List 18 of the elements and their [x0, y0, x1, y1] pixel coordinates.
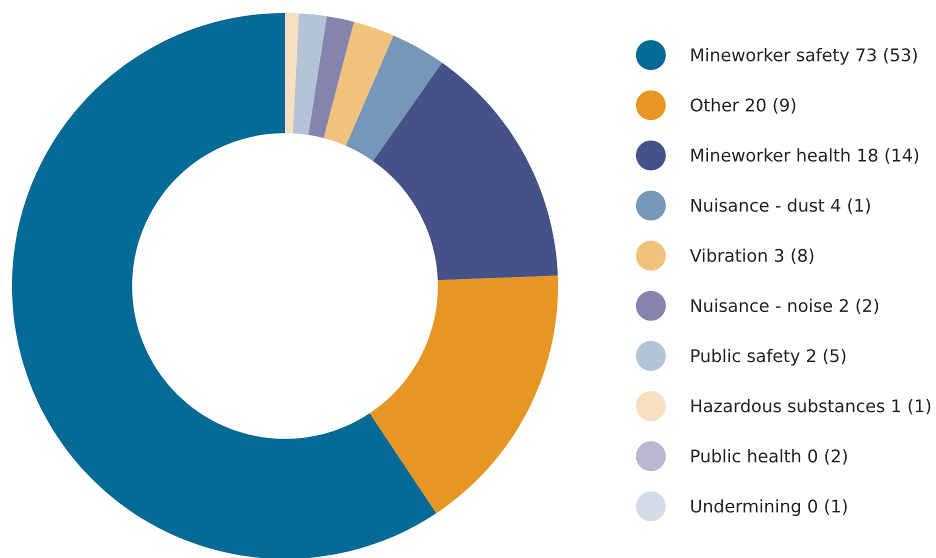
donut-slice	[346, 35, 442, 161]
legend-label: Nuisance - noise 2 (2)	[691, 298, 878, 314]
donut-slice	[324, 22, 394, 146]
legend-label: Mineworker health 18 (14)	[691, 148, 918, 164]
legend-label: Hazardous substances 1 (1)	[691, 398, 930, 414]
legend-label: Mineworker safety 73 (53)	[691, 48, 917, 65]
legend-label: Nuisance - dust 4 (1)	[691, 198, 870, 214]
donut-slice	[12, 13, 436, 558]
donut-slice	[292, 13, 327, 135]
legend-label: Other 20 (9)	[690, 98, 796, 114]
legend-label: Undermining 0 (1)	[691, 499, 847, 516]
donut-slice	[372, 62, 558, 280]
legend-label: Vibration 3 (8)	[690, 248, 814, 264]
donut-slice	[370, 276, 558, 514]
legend-label: Public safety 2 (5)	[691, 348, 846, 366]
donut-slice	[308, 16, 354, 138]
donut-slice	[285, 13, 299, 134]
legend-label: Public health 0 (2)	[691, 449, 847, 465]
